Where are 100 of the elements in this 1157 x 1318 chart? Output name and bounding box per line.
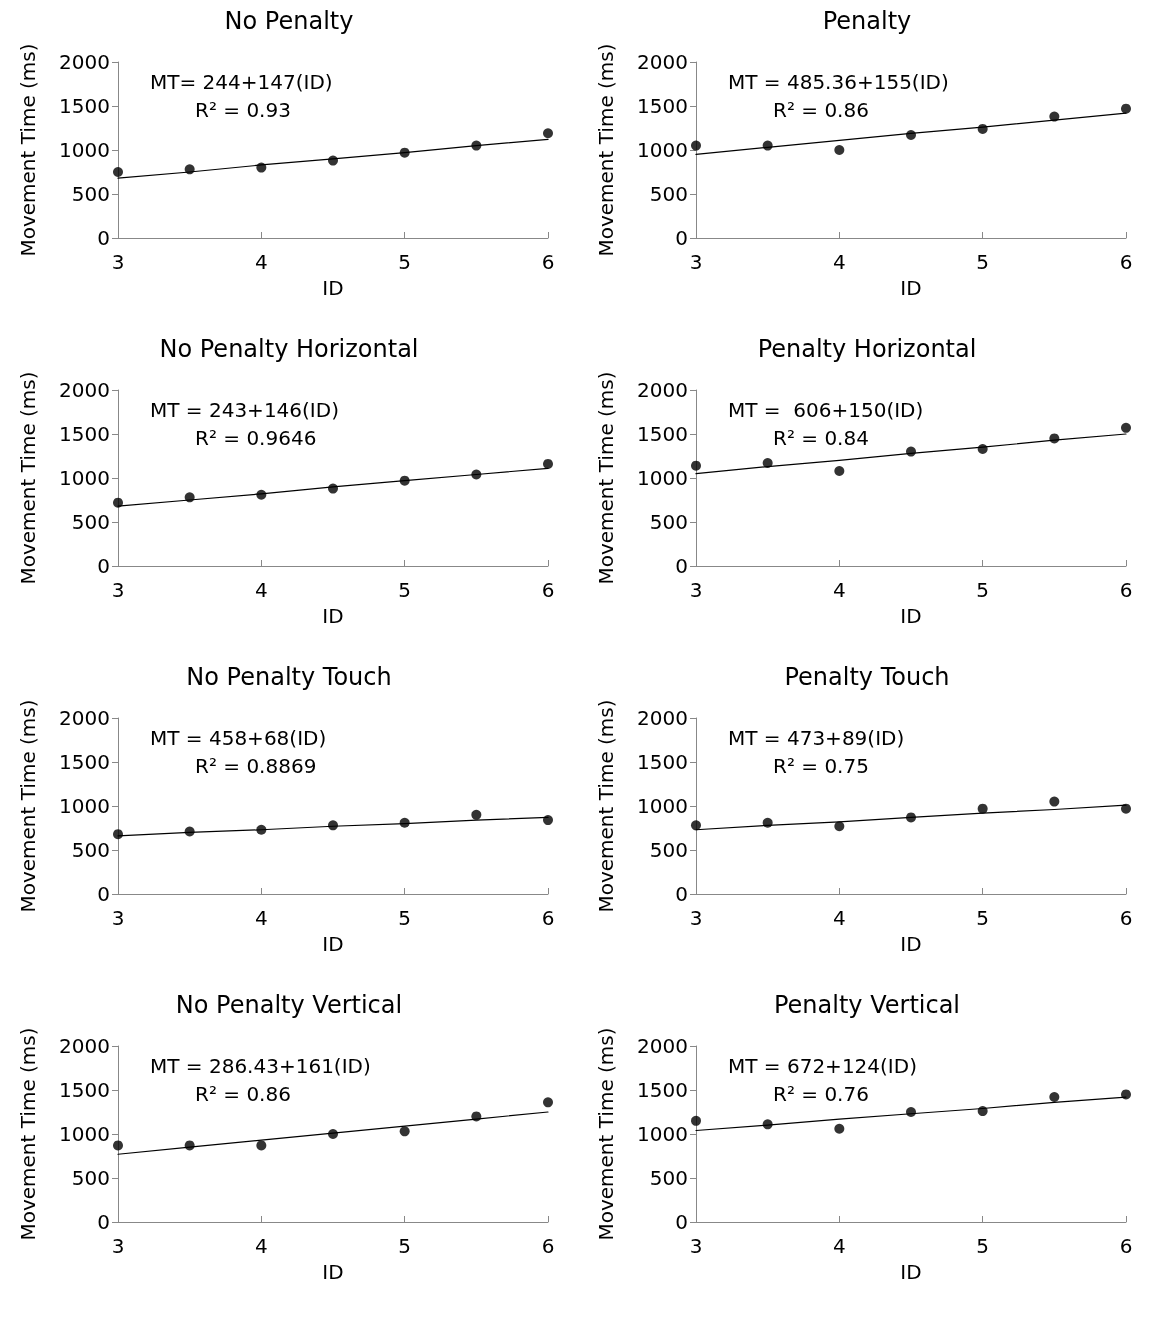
point	[1049, 433, 1060, 444]
y-tick-label: 1000	[637, 1122, 688, 1146]
point	[256, 489, 267, 500]
x-axis-title: ID	[900, 276, 922, 300]
point	[328, 1129, 338, 1139]
annotation: R² = 0.84	[773, 426, 869, 450]
x-tick-label: 4	[254, 250, 268, 274]
y-tick-label: 2000	[637, 1034, 688, 1058]
x-tick-label: 6	[541, 578, 555, 602]
x-tick-label: 3	[689, 906, 703, 930]
x-tick-label: 5	[976, 906, 990, 930]
point	[691, 820, 701, 831]
point	[113, 829, 123, 840]
x-tick-label: 4	[254, 1234, 268, 1258]
line-series	[117, 1111, 549, 1155]
x-tick-label: 6	[1119, 1234, 1133, 1258]
point	[328, 820, 338, 831]
point	[471, 469, 482, 480]
point	[184, 1140, 195, 1151]
y-tick-label: 500	[649, 182, 688, 206]
annotation: MT = 606+150(ID)	[728, 398, 924, 422]
annotation: MT = 286.43+161(ID)	[150, 1054, 371, 1078]
x-tick-label: 4	[254, 906, 268, 930]
point	[762, 458, 773, 469]
point	[977, 803, 988, 814]
y-axis-title: Movement Time (ms)	[16, 1027, 40, 1241]
point	[471, 809, 482, 820]
x-axis-title: ID	[900, 604, 922, 628]
x-axis-title: ID	[322, 932, 344, 956]
y-tick-label: 1500	[59, 1078, 110, 1102]
point	[834, 145, 845, 155]
point	[543, 815, 553, 826]
y-tick-label: 1500	[637, 1078, 688, 1102]
y-tick-label: 500	[71, 182, 110, 206]
chart-title: Penalty Touch	[784, 663, 950, 691]
y-axis-title: Movement Time (ms)	[16, 371, 40, 585]
y-tick-label: 1000	[637, 466, 688, 490]
x-tick-label: 6	[1119, 250, 1133, 274]
y-tick-label: 1500	[59, 422, 110, 446]
x-tick-label: 6	[541, 1234, 555, 1258]
point	[977, 123, 988, 134]
x-tick-label: 3	[111, 906, 125, 930]
x-tick-label: 5	[976, 578, 990, 602]
x-tick-label: 3	[111, 1234, 125, 1258]
y-tick-label: 1000	[59, 1122, 110, 1146]
annotation: R² = 0.93	[195, 98, 291, 122]
point	[1121, 1089, 1131, 1100]
y-tick-label: 2000	[637, 50, 688, 74]
point	[906, 130, 916, 141]
y-axis-title: Movement Time (ms)	[594, 1027, 618, 1241]
chart-title: Penalty Horizontal	[757, 335, 977, 363]
chart-title: No Penalty Touch	[186, 663, 392, 691]
y-axis-title: Movement Time (ms)	[16, 699, 40, 913]
y-tick-label: 2000	[59, 706, 110, 730]
x-tick-label: 6	[541, 906, 555, 930]
y-tick-label: 1000	[59, 794, 110, 818]
point	[184, 164, 195, 175]
point	[1049, 796, 1060, 807]
y-tick-label: 2000	[637, 378, 688, 402]
point	[256, 162, 267, 173]
x-tick-label: 3	[111, 250, 125, 274]
annotation: MT = 458+68(ID)	[150, 726, 327, 750]
y-tick-label: 500	[71, 1166, 110, 1190]
y-tick-label: 0	[675, 554, 688, 578]
y-tick-label: 0	[675, 1210, 688, 1234]
annotation: MT = 243+146(ID)	[150, 398, 339, 422]
y-tick-label: 0	[97, 882, 110, 906]
y-tick-label: 1000	[59, 466, 110, 490]
x-tick-label: 6	[541, 250, 555, 274]
y-tick-label: 1500	[637, 94, 688, 118]
annotation: R² = 0.86	[195, 1082, 291, 1106]
point	[256, 824, 267, 835]
x-tick-label: 4	[832, 906, 846, 930]
chart-title: No Penalty Horizontal	[159, 335, 419, 363]
point	[1121, 422, 1131, 433]
y-tick-label: 2000	[59, 50, 110, 74]
y-tick-label: 0	[97, 554, 110, 578]
point	[471, 140, 482, 151]
point	[906, 812, 916, 823]
x-axis-title: ID	[900, 1260, 922, 1284]
y-tick-label: 0	[97, 1210, 110, 1234]
y-tick-label: 500	[649, 510, 688, 534]
point	[256, 1140, 267, 1151]
y-tick-label: 1500	[637, 422, 688, 446]
point	[543, 458, 553, 469]
point	[543, 1097, 553, 1108]
y-tick-label: 0	[97, 226, 110, 250]
y-tick-label: 500	[649, 838, 688, 862]
point	[113, 497, 123, 508]
point	[184, 826, 195, 837]
y-axis-title: Movement Time (ms)	[16, 43, 40, 257]
point	[1049, 111, 1060, 122]
point	[543, 128, 553, 139]
y-tick-label: 1000	[637, 138, 688, 162]
y-tick-label: 500	[649, 1166, 688, 1190]
chart-title: Penalty Vertical	[773, 991, 961, 1019]
annotation: MT = 672+124(ID)	[728, 1054, 917, 1078]
x-tick-label: 4	[832, 1234, 846, 1258]
y-tick-label: 1000	[59, 138, 110, 162]
annotation: R² = 0.86	[773, 98, 869, 122]
